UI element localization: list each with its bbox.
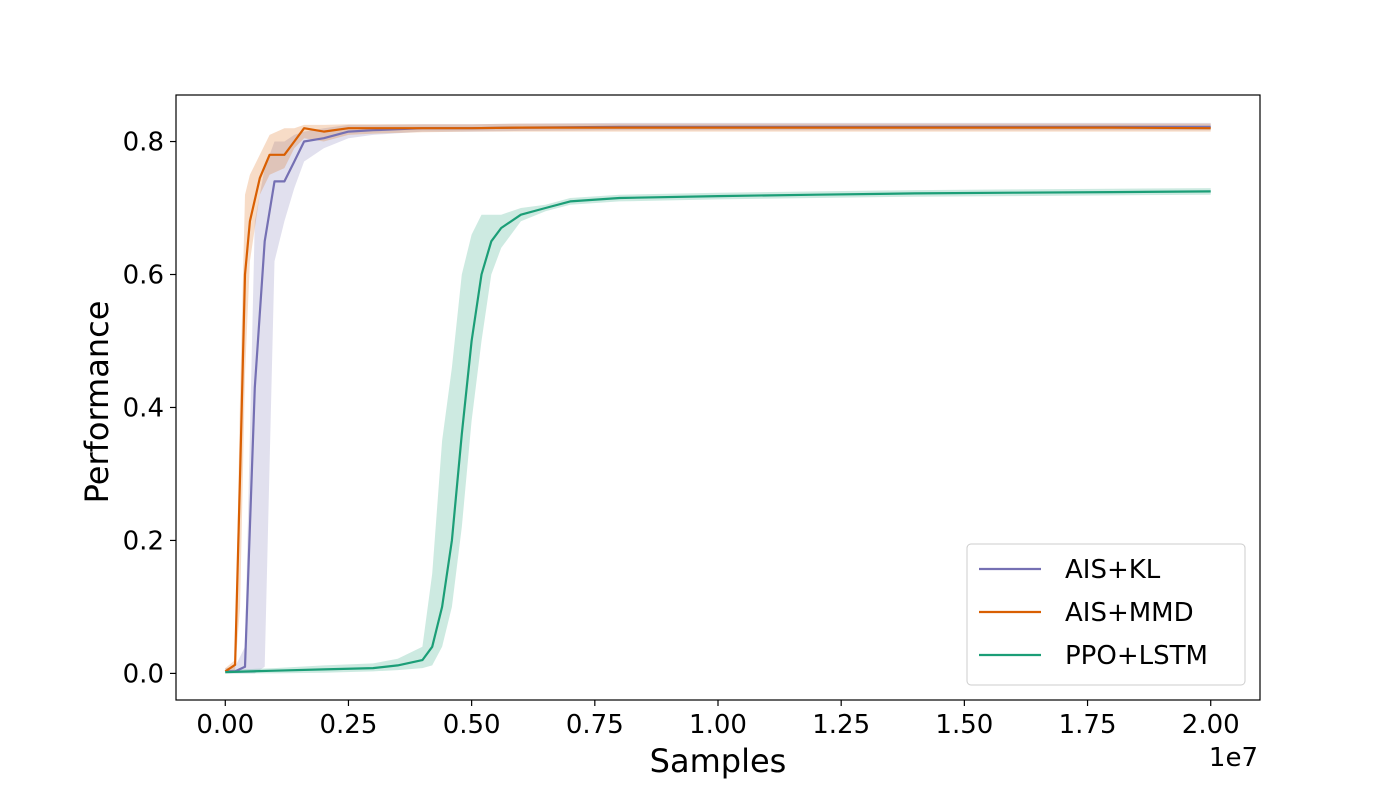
x-tick-label: 0.50 [443,710,501,740]
legend-box [966,543,1246,686]
confidence-bands [225,122,1211,674]
x-tick-label: 0.75 [566,710,624,740]
legend: AIS+KL AIS+MMD PPO+LSTM [966,543,1246,686]
x-tick-label: 1.75 [1059,710,1117,740]
legend-label-1: AIS+MMD [1065,598,1194,628]
y-axis-title: Performance [78,301,116,504]
x-tick-label: 0.25 [320,710,378,740]
x-tick-label: 0.00 [196,710,254,740]
band-series-2 [225,188,1211,674]
x-tick-label: 2.00 [1182,710,1240,740]
y-tick-label: 0.0 [123,659,164,689]
x-tick-label: 1.50 [935,710,993,740]
x-axis-title: Samples [650,742,787,780]
line-series-2 [225,190,1211,674]
y-tick-label: 0.8 [123,128,164,158]
x-axis-ticks: 0.00 0.25 0.50 0.75 1.00 1.25 1.50 1.75 2.00 [196,700,1240,740]
x-tick-label: 1.25 [812,710,870,740]
line-series-1 [224,126,1211,673]
legend-label-0: AIS+KL [1065,555,1161,585]
y-axis-ticks: 0.0 0.2 0.4 0.6 0.8 [123,128,176,689]
y-tick-label: 0.6 [123,261,164,291]
series-lines [224,125,1211,674]
legend-label-2: PPO+LSTM [1065,641,1208,671]
x-tick-label: 1.00 [689,710,747,740]
x-offset-label: 1e7 [1209,743,1258,773]
y-tick-label: 0.2 [123,526,164,556]
y-tick-label: 0.4 [123,393,164,423]
